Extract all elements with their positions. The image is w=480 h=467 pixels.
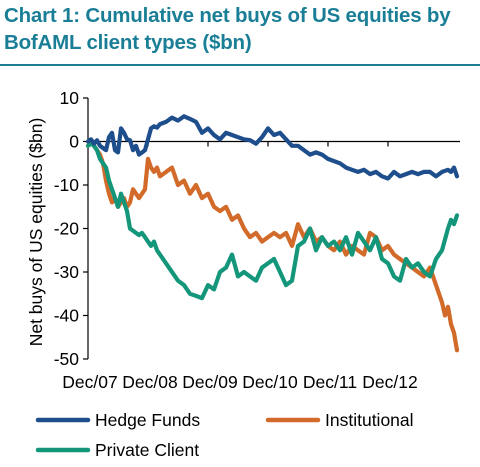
legend-label-private-client: Private Client: [95, 440, 199, 460]
x-tick-label: Dec/10: [242, 372, 298, 392]
x-tick-label: Dec/07: [62, 372, 117, 392]
y-tick-label: 10: [60, 88, 80, 108]
y-tick-label: -50: [54, 349, 80, 369]
y-axis-label: Net buys of US equities ($bn): [26, 118, 46, 347]
y-tick-label: -30: [54, 262, 80, 282]
series-line-private-client: [85, 141, 460, 301]
legend: Hedge Funds Institutional Private Client: [35, 410, 414, 460]
x-tick-label: Dec/12: [362, 372, 417, 392]
y-tick-label: -10: [54, 175, 80, 195]
x-tick-label: Dec/11: [303, 372, 357, 392]
y-tick-label: -40: [54, 306, 80, 326]
legend-label-institutional: Institutional: [325, 410, 414, 430]
series-layer: [85, 114, 460, 353]
title-rule: [0, 64, 480, 66]
series-line-hedge-funds: [85, 114, 460, 181]
x-tick-label: Dec/08: [122, 372, 177, 392]
legend-label-hedge-funds: Hedge Funds: [95, 410, 200, 430]
x-tick-label: Dec/09: [182, 372, 237, 392]
y-tick-label: -20: [54, 219, 80, 239]
series-line-institutional: [85, 139, 460, 353]
chart-title: Chart 1: Cumulative net buys of US equit…: [4, 4, 451, 54]
y-tick-label: 0: [69, 132, 79, 152]
